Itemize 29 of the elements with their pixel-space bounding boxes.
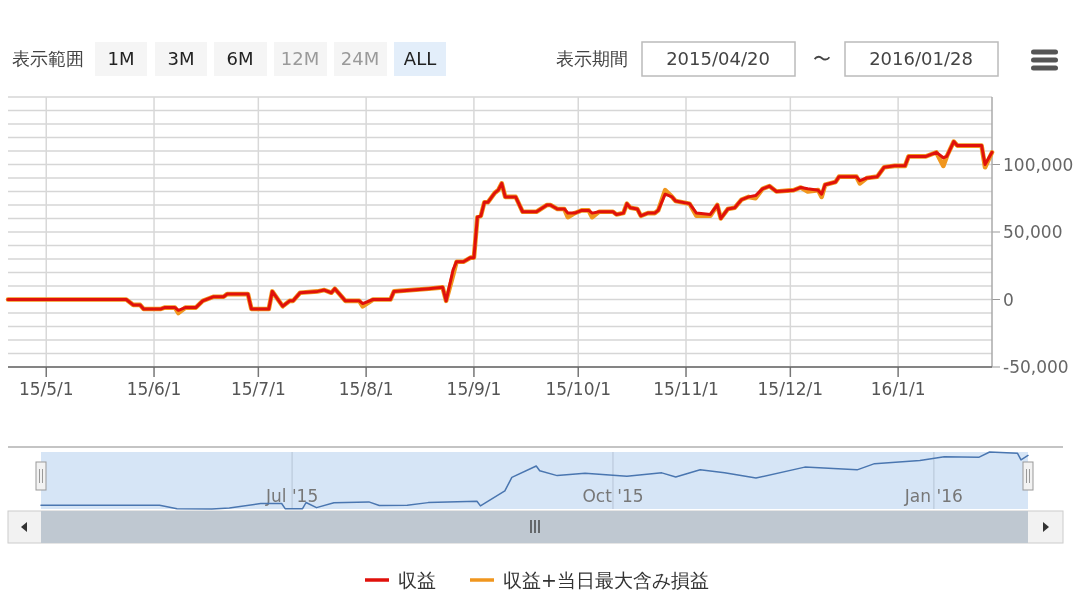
text: 2015/04/20 xyxy=(666,48,770,69)
text: 3M xyxy=(167,48,195,69)
x-tick-label: 15/11/1 xyxy=(653,379,719,399)
text: 2016/01/28 xyxy=(869,48,973,69)
text: 表示期間 xyxy=(556,48,628,69)
y-tick-label: 0 xyxy=(1003,289,1014,310)
y-tick-label: 50,000 xyxy=(1003,222,1063,242)
text: 6M xyxy=(226,48,254,69)
text: 1M xyxy=(107,48,135,69)
x-tick-label: 15/12/1 xyxy=(757,379,824,399)
x-tick-label: 15/7/1 xyxy=(230,379,286,399)
x-tick-label: Jan '16 xyxy=(903,486,963,506)
text: 12M xyxy=(280,48,320,69)
text: 表示範囲 xyxy=(12,48,84,69)
text: ALL xyxy=(403,48,437,69)
x-tick-label: 15/8/1 xyxy=(338,379,394,399)
x-tick-label: 16/1/1 xyxy=(870,379,926,399)
text: 〜 xyxy=(813,48,831,69)
legend-label: 収益+当日最大含み損益 xyxy=(503,569,709,591)
legend-label: 収益 xyxy=(398,569,436,591)
y-tick-label: -50,000 xyxy=(1003,357,1069,377)
text: 24M xyxy=(340,48,380,69)
x-tick-label: 15/9/1 xyxy=(446,379,502,399)
x-tick-label: Jul '15 xyxy=(264,486,319,506)
x-tick-label: 15/10/1 xyxy=(545,379,612,399)
x-tick-label: 15/6/1 xyxy=(126,379,182,399)
x-tick-label: 15/5/1 xyxy=(18,379,74,399)
x-tick-label: Oct '15 xyxy=(582,486,644,506)
y-tick-label: 100,000 xyxy=(1003,154,1074,175)
